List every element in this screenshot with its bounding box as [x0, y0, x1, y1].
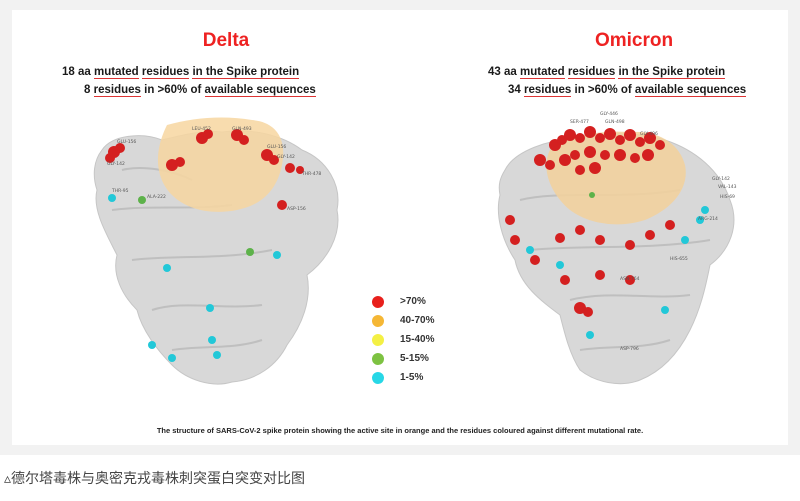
legend-swatch [372, 352, 384, 365]
delta-active-site [157, 117, 284, 212]
omicron-residue-labels: GLY-446 GLN-498 SER-477 GLY-496 GLY-142 VAL… [570, 111, 737, 352]
svg-text:GLY-446: GLY-446 [600, 111, 618, 117]
svg-text:ASP-796: ASP-796 [620, 346, 639, 352]
figure-panel: Delta Omicron 18 aa mutated residues in … [12, 10, 788, 445]
omicron-stat-line-2: 34 residues in >60% of available sequenc… [508, 84, 747, 97]
svg-text:HIS-655: HIS-655 [670, 256, 688, 262]
legend-item: 15-40% [372, 330, 434, 349]
legend-item: 40-70% [372, 311, 434, 330]
svg-text:GLY-496: GLY-496 [640, 131, 658, 137]
delta-stat-line-1: 18 aa mutated residues in the Spike prot… [62, 66, 300, 79]
svg-text:LEU-452: LEU-452 [192, 126, 211, 132]
svg-text:THR-478: THR-478 [301, 171, 321, 177]
legend-item: 5-15% [372, 349, 434, 368]
omicron-red-residues [505, 126, 675, 317]
delta-title: Delta [202, 30, 250, 51]
svg-text:ALA-222: ALA-222 [147, 194, 166, 200]
svg-text:GLU-156: GLU-156 [267, 144, 286, 150]
omicron-spike-structure: GLY-446 GLN-498 SER-477 GLY-496 GLY-142 VAL… [497, 111, 737, 385]
legend-item: >70% [372, 292, 434, 311]
svg-text:SER-477: SER-477 [570, 119, 589, 125]
svg-text:ARG-214: ARG-214 [698, 216, 718, 222]
figure-frame: Delta Omicron 18 aa mutated residues in … [0, 0, 800, 455]
delta-residue-labels: GLU-156 GLY-142 LEU-452 GLN-493 GLU-156 GLY… [107, 126, 321, 212]
omicron-title: Omicron [594, 30, 674, 51]
legend-swatch [372, 333, 384, 346]
omicron-stat-line-1: 43 aa mutated residues in the Spike prot… [488, 66, 726, 79]
legend-swatch [372, 295, 384, 308]
svg-text:GLU-156: GLU-156 [117, 139, 136, 145]
svg-text:ASP-156: ASP-156 [287, 206, 306, 212]
mutation-rate-legend: >70% 40-70% 15-40% 5-15% 1-5% [372, 292, 434, 387]
delta-stat-line-2: 8 residues in >60% of available sequence… [84, 84, 316, 97]
svg-text:GLY-142: GLY-142 [712, 176, 730, 182]
svg-text:HIS-69: HIS-69 [720, 194, 735, 200]
legend-swatch [372, 314, 384, 327]
svg-text:GLN-493: GLN-493 [232, 126, 252, 132]
delta-spike-structure: GLU-156 GLY-142 LEU-452 GLN-493 GLU-156 GLY… [93, 117, 339, 385]
omicron-green-residues [589, 192, 595, 198]
article-image-caption: ▵德尔塔毒株与奥密克戎毒株刺突蛋白突变对比图 [4, 471, 306, 487]
svg-text:GLN-498: GLN-498 [605, 119, 625, 125]
delta-green-residues [138, 196, 254, 256]
delta-red-residues [105, 129, 304, 210]
svg-text:VAL-143: VAL-143 [718, 184, 737, 190]
delta-cyan-residues [108, 194, 281, 362]
legend-item: 1-5% [372, 368, 434, 387]
omicron-cyan-residues [526, 206, 709, 339]
svg-text:THR-95: THR-95 [111, 188, 129, 194]
figure-caption: The structure of SARS-CoV-2 spike protei… [156, 426, 644, 435]
svg-text:ASN-764: ASN-764 [620, 276, 640, 282]
legend-swatch [372, 371, 384, 384]
svg-text:GLY-142: GLY-142 [277, 154, 295, 160]
svg-text:GLY-142: GLY-142 [107, 161, 125, 167]
